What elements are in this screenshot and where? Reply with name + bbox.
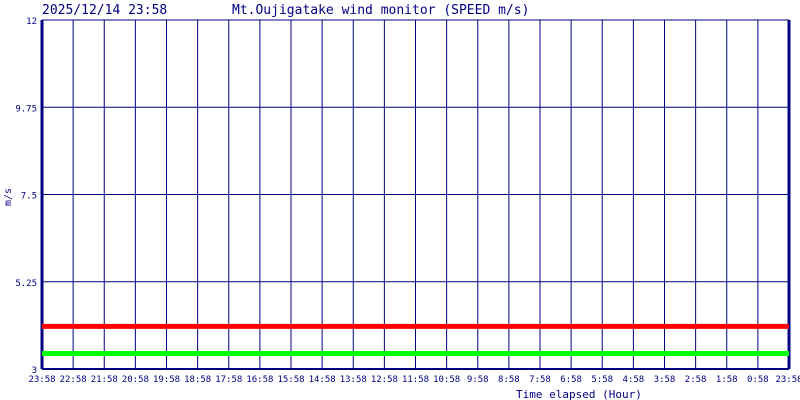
x-tick-label: 10:58	[433, 375, 460, 385]
x-tick-label: 20:58	[122, 375, 149, 385]
x-tick-label: 1:58	[716, 375, 738, 385]
x-tick-label: 18:58	[184, 375, 211, 385]
x-tick-label: 23:58	[28, 375, 55, 385]
x-axis-label: Time elapsed (Hour)	[516, 388, 642, 400]
y-tick-label: 5.25	[15, 279, 37, 289]
x-tick-label: 15:58	[277, 375, 304, 385]
x-tick-label: 5:58	[591, 375, 613, 385]
x-tick-label: 7:58	[529, 375, 551, 385]
x-tick-label: 9:58	[467, 375, 489, 385]
x-tick-label: 21:58	[91, 375, 118, 385]
x-tick-label: 16:58	[246, 375, 273, 385]
chart-datetime: 2025/12/14 23:58	[42, 3, 167, 18]
x-tick-label: 2:58	[685, 375, 707, 385]
x-tick-label: 17:58	[215, 375, 242, 385]
x-tick-label: 11:58	[402, 375, 429, 385]
x-tick-label: 23:58	[775, 375, 800, 385]
x-tick-label: 22:58	[60, 375, 87, 385]
grid	[40, 19, 791, 370]
x-tick-label: 6:58	[560, 375, 582, 385]
x-tick-label: 8:58	[498, 375, 520, 385]
x-tick-label: 14:58	[309, 375, 336, 385]
x-tick-label: 13:58	[340, 375, 367, 385]
x-tick-label: 12:58	[371, 375, 398, 385]
y-tick-label: 12	[26, 17, 37, 27]
x-tick-label: 4:58	[623, 375, 645, 385]
y-axis-label: m/s	[3, 188, 14, 206]
x-tick-label: 0:58	[747, 375, 769, 385]
y-tick-label: 9.75	[15, 104, 37, 114]
chart-title: Mt.Oujigatake wind monitor (SPEED m/s)	[232, 3, 529, 18]
y-tick-label: 7.5	[21, 192, 37, 202]
y-tick-label: 3	[32, 366, 37, 376]
x-tick-label: 19:58	[153, 375, 180, 385]
x-tick-label: 3:58	[654, 375, 676, 385]
series-group	[42, 323, 789, 356]
